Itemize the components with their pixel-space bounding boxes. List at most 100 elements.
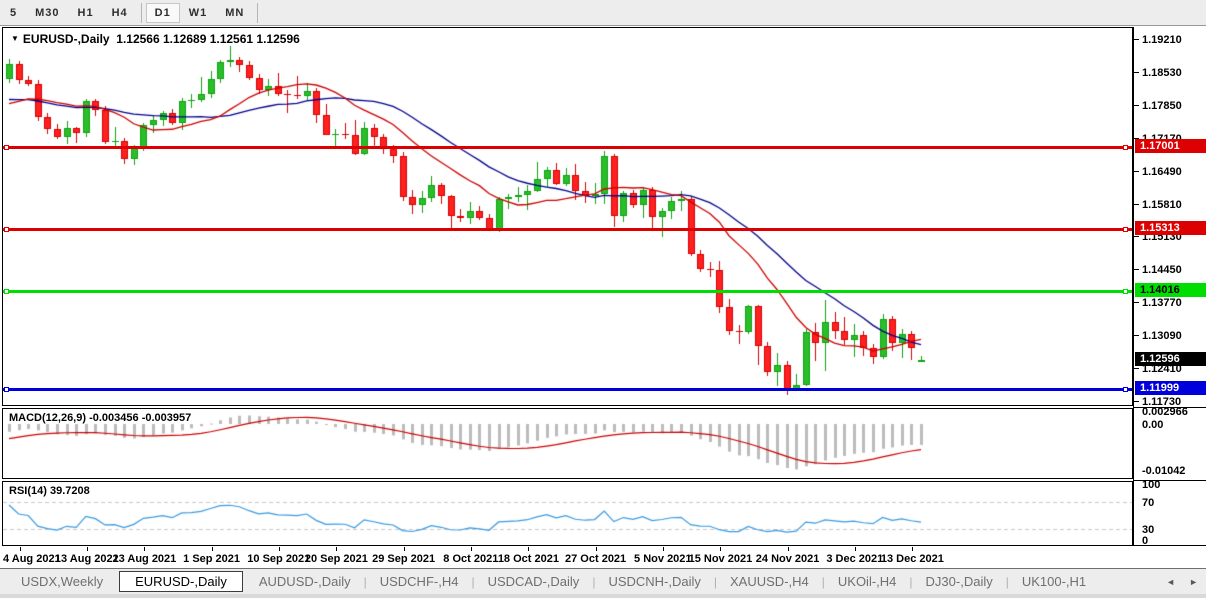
- level-price-tag: 1.15313: [1135, 220, 1206, 235]
- macd-axis-label: -0.01042: [1142, 464, 1186, 477]
- toolbar-separator: [140, 2, 142, 23]
- rsi-canvas[interactable]: [3, 482, 1132, 545]
- horizontal-level-line-1.15313[interactable]: [3, 227, 1132, 231]
- price-chart-canvas[interactable]: [3, 28, 1132, 405]
- date-axis-tick: [787, 547, 789, 551]
- chart-tab-xauusd-[interactable]: XAUUSD-,H4: [730, 574, 809, 589]
- horizontal-level-line-1.11999[interactable]: [3, 387, 1132, 391]
- level-handle[interactable]: [1123, 144, 1128, 150]
- current-price-tag: 1.12596: [1135, 352, 1206, 367]
- chart-tab-uk100-[interactable]: UK100-,H1: [1021, 574, 1087, 589]
- macd-canvas[interactable]: [3, 409, 1132, 478]
- date-axis-tick: [211, 547, 213, 551]
- timeframe-button-h1[interactable]: H1: [77, 6, 94, 19]
- price-axis-tick: [1134, 203, 1139, 205]
- price-axis-tick: [1134, 269, 1139, 271]
- price-axis-label: 1.18530: [1142, 66, 1182, 79]
- date-axis-label: 10 Sep 2021: [247, 553, 311, 565]
- price-axis-tick: [1134, 302, 1139, 304]
- macd-axis-label: 0.002966: [1142, 406, 1188, 418]
- date-axis-tick: [912, 547, 914, 551]
- price-axis[interactable]: 1.192101.185301.178501.171701.164901.158…: [1133, 27, 1206, 547]
- tab-separator: |: [363, 574, 367, 589]
- statusbar-edge: [0, 594, 1206, 598]
- level-price-tag: 1.14016: [1135, 283, 1206, 298]
- date-axis-label: 13 Aug 2021: [54, 553, 119, 565]
- date-axis-label: 29 Sep 2021: [372, 553, 436, 565]
- price-axis-label: 1.17850: [1142, 99, 1182, 112]
- timeframe-button-d1[interactable]: D1: [145, 2, 180, 23]
- chart-tab-dj30-[interactable]: DJ30-,Daily: [925, 574, 993, 589]
- chart-tab-eurusd-[interactable]: EURUSD-,Daily: [119, 571, 243, 592]
- tab-separator: |: [592, 574, 596, 589]
- date-axis-label: 23 Aug 2021: [112, 553, 177, 565]
- tab-separator: |: [1005, 574, 1009, 589]
- level-handle[interactable]: [4, 144, 9, 150]
- macd-axis-label: 0.00: [1142, 419, 1164, 431]
- date-axis-label: 27 Oct 2021: [565, 553, 627, 565]
- date-axis[interactable]: 4 Aug 2021 13 Aug 2021 23 Aug 2021 1 Sep 20…: [2, 547, 1133, 568]
- chart-tab-usdcad-[interactable]: USDCAD-,Daily: [487, 574, 580, 589]
- chart-ohlc-values: 1.12566 1.12689 1.12561 1.12596: [116, 32, 300, 46]
- timeframe-button-h4[interactable]: H4: [111, 6, 128, 19]
- chart-tab-audusd-[interactable]: AUDUSD-,Daily: [258, 574, 351, 589]
- rsi-axis-label: 30: [1142, 524, 1155, 536]
- rsi-axis-label: 70: [1142, 497, 1155, 509]
- price-axis-label: 1.14450: [1142, 264, 1182, 277]
- chart-tab-ukoil-[interactable]: UKOil-,H4: [837, 574, 897, 589]
- tab-separator: |: [909, 574, 913, 589]
- date-axis-tick: [662, 547, 664, 551]
- price-axis-tick: [1134, 236, 1139, 238]
- toolbar-separator: [257, 2, 259, 23]
- price-axis-tick: [1134, 401, 1139, 402]
- price-chart-panel[interactable]: ▼ EURUSD-,Daily 1.12566 1.12689 1.12561 1…: [2, 27, 1133, 406]
- chart-tab-usdcnh-[interactable]: USDCNH-,Daily: [608, 574, 701, 589]
- date-axis-tick: [86, 547, 88, 551]
- tab-separator: |: [713, 574, 718, 589]
- macd-label: MACD(12,26,9) -0.003456 -0.003957: [9, 412, 192, 424]
- date-axis-label: 13 Dec 2021: [880, 553, 944, 565]
- timeframe-button-w1[interactable]: W1: [188, 6, 208, 19]
- date-axis-tick: [336, 547, 338, 551]
- rsi-indicator-panel[interactable]: RSI(14) 39.7208: [2, 481, 1133, 546]
- rsi-axis-label: 0: [1142, 535, 1149, 547]
- horizontal-level-line-1.17001[interactable]: [3, 145, 1132, 149]
- tabs-scroll-right-icon[interactable]: ►: [1189, 577, 1198, 587]
- date-axis-tick: [720, 547, 722, 551]
- level-handle[interactable]: [1123, 386, 1128, 392]
- chart-tab-usdx[interactable]: USDX,Weekly: [21, 574, 104, 589]
- one-click-caret-icon[interactable]: ▼: [11, 34, 19, 43]
- level-handle[interactable]: [4, 386, 9, 392]
- rsi-label: RSI(14) 39.7208: [9, 485, 90, 497]
- timeframe-button-m30[interactable]: M30: [35, 6, 60, 19]
- timeframe-button-mn[interactable]: MN: [225, 6, 245, 19]
- price-axis-label: 1.11730: [1142, 396, 1182, 408]
- date-axis-label: 5 Nov 2021: [634, 553, 692, 565]
- level-handle[interactable]: [4, 289, 9, 295]
- price-axis-label: 1.13770: [1142, 297, 1182, 310]
- price-axis-label: 1.15810: [1142, 198, 1182, 211]
- rsi-axis-label: 100: [1142, 479, 1161, 491]
- price-axis-tick: [1134, 368, 1139, 370]
- timeframe-button-5[interactable]: 5: [10, 6, 18, 19]
- chart-tab-usdchf-[interactable]: USDCHF-,H4: [379, 574, 459, 589]
- date-axis-label: 3 Dec 2021: [826, 553, 884, 565]
- chart-symbol-label: EURUSD-,Daily: [22, 32, 110, 46]
- level-handle[interactable]: [4, 226, 9, 232]
- level-price-tag: 1.17001: [1135, 138, 1206, 153]
- macd-indicator-panel[interactable]: MACD(12,26,9) -0.003456 -0.003957: [2, 408, 1133, 479]
- price-axis-tick: [1134, 104, 1139, 106]
- date-axis-label: 4 Aug 2021: [3, 553, 61, 565]
- date-axis-tick: [403, 547, 405, 551]
- horizontal-level-line-1.14016[interactable]: [3, 290, 1132, 294]
- price-axis-tick: [1134, 39, 1139, 40]
- date-axis-tick: [470, 547, 472, 551]
- rsi-value: 39.7208: [49, 485, 90, 497]
- level-handle[interactable]: [1123, 226, 1128, 232]
- date-axis-label: 1 Sep 2021: [183, 553, 241, 565]
- tabs-scroll-left-icon[interactable]: ◄: [1166, 577, 1176, 587]
- price-axis-label: 1.16490: [1142, 165, 1182, 178]
- level-handle[interactable]: [1123, 289, 1128, 295]
- price-axis-tick: [1134, 170, 1139, 172]
